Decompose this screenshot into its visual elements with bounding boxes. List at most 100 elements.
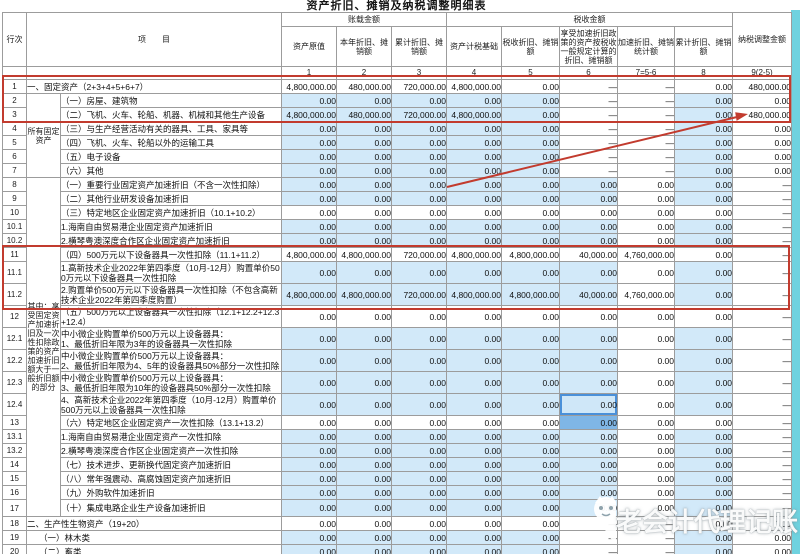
cell-r10.2-c2[interactable]: 0.00 bbox=[336, 233, 392, 248]
cell-r12.1-c1[interactable]: 0.00 bbox=[281, 327, 337, 350]
cell-r12.3-c8[interactable]: 0.00 bbox=[673, 371, 734, 394]
cell-r10.2-c3[interactable]: 0.00 bbox=[391, 233, 447, 248]
cell-r4-c1[interactable]: 0.00 bbox=[281, 121, 337, 136]
cell-r5-c3[interactable]: 0.00 bbox=[391, 135, 447, 150]
cell-r5-c5[interactable]: 0.00 bbox=[501, 135, 560, 150]
cell-r8-c1[interactable]: 0.00 bbox=[281, 177, 337, 192]
cell-r11.1-c3[interactable]: 0.00 bbox=[391, 261, 447, 284]
cell-r6-c3[interactable]: 0.00 bbox=[391, 149, 447, 164]
cell-r7-c1[interactable]: 0.00 bbox=[281, 163, 337, 178]
cell-r8-c8[interactable]: 0.00 bbox=[673, 177, 734, 192]
cell-r15-c8[interactable]: 0.00 bbox=[673, 471, 734, 486]
cell-r19-c8[interactable]: 0.00 bbox=[673, 530, 734, 545]
cell-r19-c3[interactable]: 0.00 bbox=[391, 530, 447, 545]
cell-r12.2-c2[interactable]: 0.00 bbox=[336, 349, 392, 372]
cell-r2-c3[interactable]: 0.00 bbox=[391, 93, 447, 108]
cell-r17-c2[interactable]: 0.00 bbox=[336, 499, 392, 517]
cell-r9-c2[interactable]: 0.00 bbox=[336, 191, 392, 206]
cell-r14-c1[interactable]: 0.00 bbox=[281, 457, 337, 472]
cell-r12.4-c6[interactable]: 0.00 bbox=[559, 393, 618, 416]
cell-r9-c1[interactable]: 0.00 bbox=[281, 191, 337, 206]
cell-r2-c5[interactable]: 0.00 bbox=[501, 93, 560, 108]
cell-r16-c5[interactable]: 0.00 bbox=[501, 485, 560, 500]
cell-r12.4-c2[interactable]: 0.00 bbox=[336, 393, 392, 416]
cell-r12.2-c6[interactable]: 0.00 bbox=[559, 349, 618, 372]
cell-r8-c6[interactable]: 0.00 bbox=[559, 177, 618, 192]
cell-r7-c5[interactable]: 0.00 bbox=[501, 163, 560, 178]
cell-r12.2-c1[interactable]: 0.00 bbox=[281, 349, 337, 372]
cell-r2-c4[interactable]: 0.00 bbox=[446, 93, 502, 108]
cell-r15-c3[interactable]: 0.00 bbox=[391, 471, 447, 486]
cell-r11.1-c1[interactable]: 0.00 bbox=[281, 261, 337, 284]
cell-r14-c2[interactable]: 0.00 bbox=[336, 457, 392, 472]
cell-r12.3-c6[interactable]: 0.00 bbox=[559, 371, 618, 394]
cell-r13.1-c1[interactable]: 0.00 bbox=[281, 429, 337, 444]
cell-r10.1-c1[interactable]: 0.00 bbox=[281, 219, 337, 234]
cell-r13.2-c4[interactable]: 0.00 bbox=[446, 443, 502, 458]
cell-r11.1-c8[interactable]: 0.00 bbox=[673, 261, 734, 284]
cell-r16-c4[interactable]: 0.00 bbox=[446, 485, 502, 500]
cell-r12.1-c5[interactable]: 0.00 bbox=[501, 327, 560, 350]
cell-r6-c5[interactable]: 0.00 bbox=[501, 149, 560, 164]
cell-r11.2-c6[interactable]: 40,000.00 bbox=[559, 283, 618, 306]
cell-r5-c4[interactable]: 0.00 bbox=[446, 135, 502, 150]
cell-r15-c1[interactable]: 0.00 bbox=[281, 471, 337, 486]
cell-r13.1-c2[interactable]: 0.00 bbox=[336, 429, 392, 444]
cell-r12.1-c2[interactable]: 0.00 bbox=[336, 327, 392, 350]
cell-r12.2-c5[interactable]: 0.00 bbox=[501, 349, 560, 372]
cell-r5-c1[interactable]: 0.00 bbox=[281, 135, 337, 150]
cell-r20-c4[interactable]: 0.00 bbox=[446, 544, 502, 554]
cell-r17-c3[interactable]: 0.00 bbox=[391, 499, 447, 517]
cell-r7-c2[interactable]: 0.00 bbox=[336, 163, 392, 178]
cell-r12.2-c8[interactable]: 0.00 bbox=[673, 349, 734, 372]
cell-r11.2-c4[interactable]: 4,800,000.00 bbox=[446, 283, 502, 306]
cell-r10.2-c4[interactable]: 0.00 bbox=[446, 233, 502, 248]
cell-r16-c3[interactable]: 0.00 bbox=[391, 485, 447, 500]
cell-r12.4-c5[interactable]: 0.00 bbox=[501, 393, 560, 416]
cell-r12.1-c4[interactable]: 0.00 bbox=[446, 327, 502, 350]
cell-r20-c1[interactable]: 0.00 bbox=[281, 544, 337, 554]
cell-r14-c4[interactable]: 0.00 bbox=[446, 457, 502, 472]
cell-r9-c3[interactable]: 0.00 bbox=[391, 191, 447, 206]
cell-r6-c8[interactable]: 0.00 bbox=[673, 149, 734, 164]
cell-r10.2-c1[interactable]: 0.00 bbox=[281, 233, 337, 248]
cell-r7-c8[interactable]: 0.00 bbox=[673, 163, 734, 178]
cell-r11.2-c8[interactable]: 0.00 bbox=[673, 283, 734, 306]
cell-r13.2-c6[interactable]: 0.00 bbox=[559, 443, 618, 458]
cell-r11.1-c5[interactable]: 0.00 bbox=[501, 261, 560, 284]
cell-r11.2-c2[interactable]: 4,800,000.00 bbox=[336, 283, 392, 306]
cell-r4-c4[interactable]: 0.00 bbox=[446, 121, 502, 136]
cell-r15-c5[interactable]: 0.00 bbox=[501, 471, 560, 486]
cell-r8-c4[interactable]: 0.00 bbox=[446, 177, 502, 192]
cell-r5-c8[interactable]: 0.00 bbox=[673, 135, 734, 150]
cell-r7-c4[interactable]: 0.00 bbox=[446, 163, 502, 178]
cell-r9-c4[interactable]: 0.00 bbox=[446, 191, 502, 206]
cell-r13.2-c1[interactable]: 0.00 bbox=[281, 443, 337, 458]
cell-r12.2-c4[interactable]: 0.00 bbox=[446, 349, 502, 372]
cell-r12.4-c3[interactable]: 0.00 bbox=[391, 393, 447, 416]
cell-r10.1-c3[interactable]: 0.00 bbox=[391, 219, 447, 234]
cell-r6-c1[interactable]: 0.00 bbox=[281, 149, 337, 164]
cell-r10.1-c6[interactable]: 0.00 bbox=[559, 219, 618, 234]
cell-r15-c6[interactable]: 0.00 bbox=[559, 471, 618, 486]
cell-r19-c4[interactable]: 0.00 bbox=[446, 530, 502, 545]
cell-r14-c5[interactable]: 0.00 bbox=[501, 457, 560, 472]
cell-r10.1-c2[interactable]: 0.00 bbox=[336, 219, 392, 234]
cell-r12.1-c3[interactable]: 0.00 bbox=[391, 327, 447, 350]
cell-r13.2-c5[interactable]: 0.00 bbox=[501, 443, 560, 458]
cell-r9-c6[interactable]: 0.00 bbox=[559, 191, 618, 206]
cell-r15-c2[interactable]: 0.00 bbox=[336, 471, 392, 486]
cell-r12.1-c6[interactable]: 0.00 bbox=[559, 327, 618, 350]
cell-r12.3-c2[interactable]: 0.00 bbox=[336, 371, 392, 394]
cell-r13.1-c3[interactable]: 0.00 bbox=[391, 429, 447, 444]
cell-r13.2-c3[interactable]: 0.00 bbox=[391, 443, 447, 458]
cell-r11.1-c4[interactable]: 0.00 bbox=[446, 261, 502, 284]
cell-r20-c3[interactable]: 0.00 bbox=[391, 544, 447, 554]
cell-r8-c3[interactable]: 0.00 bbox=[391, 177, 447, 192]
cell-r16-c6[interactable]: 0.00 bbox=[559, 485, 618, 500]
cell-r11.2-c1[interactable]: 4,800,000.00 bbox=[281, 283, 337, 306]
cell-r3-c8[interactable]: 0.00 bbox=[673, 107, 734, 122]
cell-r13.2-c2[interactable]: 0.00 bbox=[336, 443, 392, 458]
cell-r13-c6[interactable]: 0.00 bbox=[559, 415, 618, 430]
cell-r14-c8[interactable]: 0.00 bbox=[673, 457, 734, 472]
